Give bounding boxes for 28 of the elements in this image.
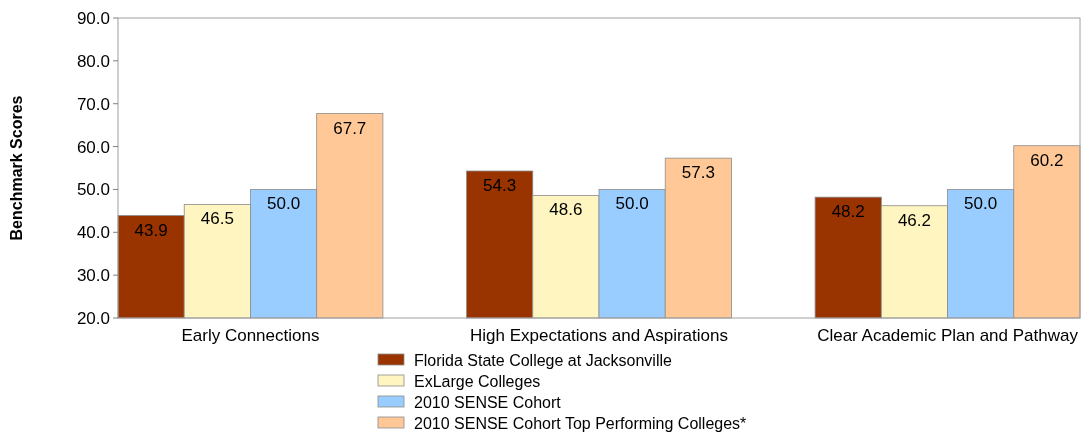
x-tick-label: High Expectations and Aspirations (470, 326, 728, 345)
data-label: 48.2 (831, 202, 865, 222)
y-tick-label: 40.0 (76, 223, 110, 243)
y-axis-title: Benchmark Scores (8, 95, 25, 241)
y-tick-label: 90.0 (76, 8, 110, 28)
y-tick-label: 60.0 (76, 137, 110, 157)
data-label: 43.9 (134, 220, 168, 240)
data-label: 48.6 (549, 200, 583, 220)
data-label: 67.7 (333, 118, 367, 138)
y-tick-label: 30.0 (76, 266, 110, 286)
y-tick-label: 20.0 (76, 308, 110, 328)
data-label: 46.5 (200, 209, 234, 229)
data-label: 50.0 (964, 194, 998, 214)
data-label: 50.0 (615, 194, 649, 214)
x-tick-label: Clear Academic Plan and Pathway (817, 326, 1079, 345)
y-tick-label: 70.0 (76, 94, 110, 114)
legend-label: 2010 SENSE Cohort (414, 393, 562, 411)
data-label: 50.0 (267, 194, 301, 214)
data-label: 46.2 (897, 210, 931, 230)
data-label: 57.3 (681, 163, 715, 183)
legend-label: ExLarge Colleges (414, 372, 541, 390)
data-label: 60.2 (1030, 150, 1064, 170)
y-tick-label: 80.0 (76, 51, 110, 71)
y-tick-label: 50.0 (76, 180, 110, 200)
x-tick-label: Early Connections (181, 326, 320, 345)
legend-label: 2010 SENSE Cohort Top Performing Colleges* (414, 414, 747, 432)
legend-label: Florida State College at Jacksonville (414, 351, 673, 369)
data-label: 54.3 (483, 176, 517, 195)
